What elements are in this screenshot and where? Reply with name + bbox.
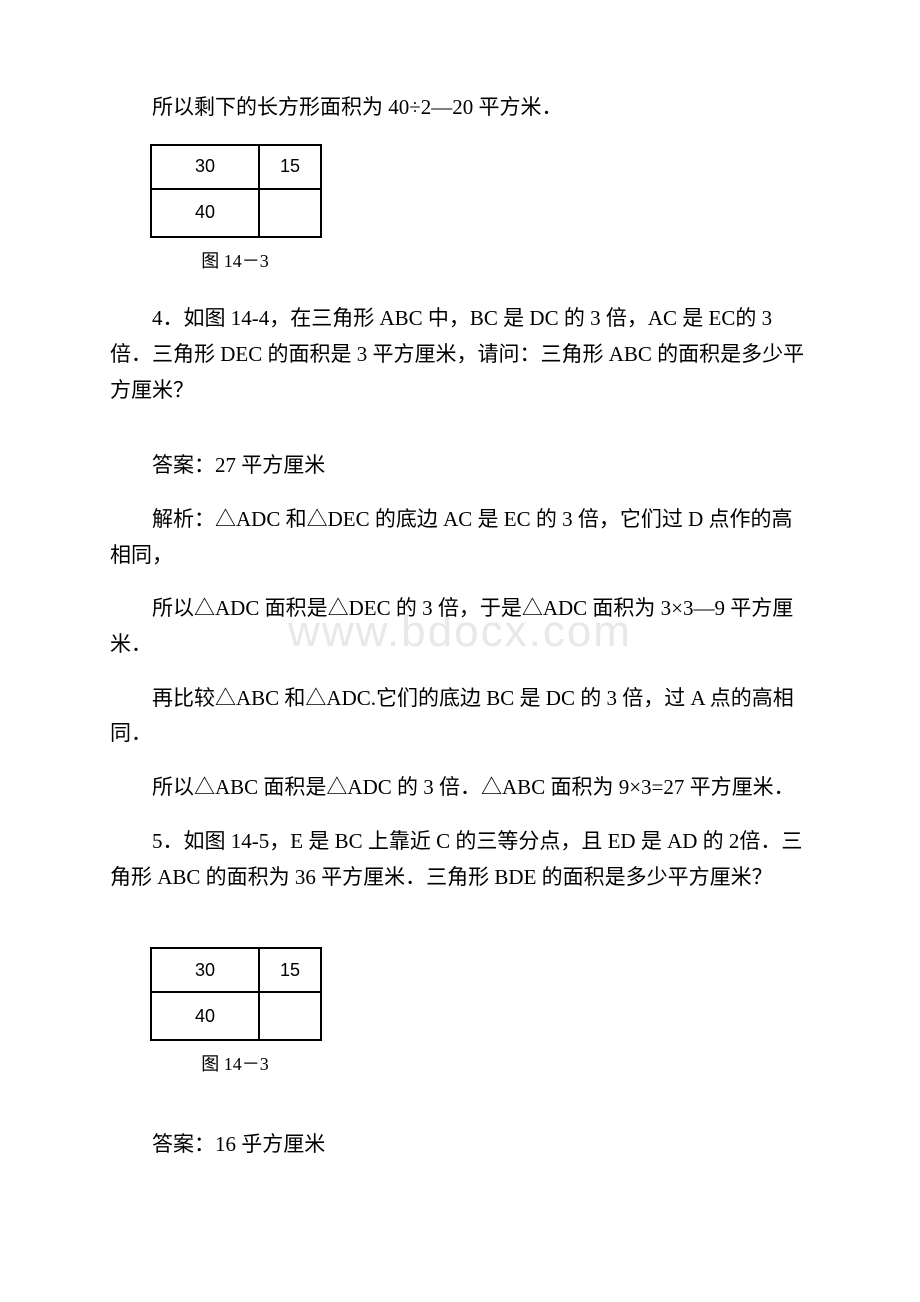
paragraph-5: 所以△ADC 面积是△DEC 的 3 倍，于是△ADC 面积为 3×3—9 平方… (110, 591, 810, 662)
cell-r1c0: 40 (151, 189, 259, 237)
paragraph-2: 4．如图 14-4，在三角形 ABC 中，BC 是 DC 的 3 倍，AC 是 … (110, 301, 810, 408)
cell-r1c1 (259, 189, 321, 237)
figure-table-2: 30 15 40 (150, 947, 322, 1041)
paragraph-3: 答案：27 平方厘米 (110, 448, 810, 484)
cell2-r1c1 (259, 992, 321, 1040)
paragraph-6: 再比较△ABC 和△ADC.它们的底边 BC 是 DC 的 3 倍，过 A 点的… (110, 681, 810, 752)
figure-caption-2: 图 14－3 (150, 1049, 320, 1080)
cell2-r1c0: 40 (151, 992, 259, 1040)
paragraph-7: 所以△ABC 面积是△ADC 的 3 倍．△ABC 面积为 9×3=27 平方厘… (110, 770, 810, 806)
cell2-r0c0: 30 (151, 948, 259, 992)
cell2-r0c1: 15 (259, 948, 321, 992)
paragraph-9: 答案：16 乎方厘米 (110, 1127, 810, 1163)
paragraph-4: 解析：△ADC 和△DEC 的底边 AC 是 EC 的 3 倍，它们过 D 点作… (110, 502, 810, 573)
figure-table-1: 30 15 40 (150, 144, 322, 238)
figure-caption-1: 图 14－3 (150, 246, 320, 277)
document-content: 所以剩下的长方形面积为 40÷2—20 平方米． 30 15 40 图 14－3… (110, 90, 810, 1163)
paragraph-1: 所以剩下的长方形面积为 40÷2—20 平方米． (110, 90, 810, 126)
cell-r0c0: 30 (151, 145, 259, 189)
figure-14-3-first: 30 15 40 图 14－3 (150, 144, 810, 277)
cell-r0c1: 15 (259, 145, 321, 189)
paragraph-8: 5．如图 14-5，E 是 BC 上靠近 C 的三等分点，且 ED 是 AD 的… (110, 824, 810, 895)
figure-14-3-second: 30 15 40 图 14－3 (150, 947, 810, 1080)
